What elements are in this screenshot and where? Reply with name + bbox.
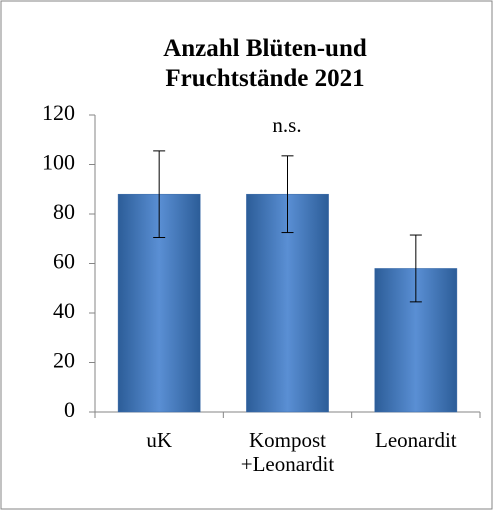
- error-bar: [281, 155, 294, 234]
- y-tick-label: 0: [64, 397, 75, 422]
- chart-title: Anzahl Blüten-und Fruchtstände 2021: [163, 35, 367, 92]
- y-tick-label: 20: [53, 348, 75, 373]
- y-tick-label: 60: [53, 249, 75, 274]
- x-tick-label: Leonardit: [375, 428, 457, 452]
- y-tick-label: 80: [53, 199, 75, 224]
- error-bar: [153, 150, 166, 239]
- annotation: n.s.: [272, 113, 301, 137]
- y-tick-label: 40: [53, 298, 75, 323]
- error-bar: [409, 234, 422, 303]
- x-tick-label: uK: [146, 428, 172, 452]
- y-tick-label: 120: [42, 100, 75, 125]
- y-tick-label: 100: [42, 150, 75, 175]
- x-tick-label: Kompost +Leonardit: [241, 428, 335, 476]
